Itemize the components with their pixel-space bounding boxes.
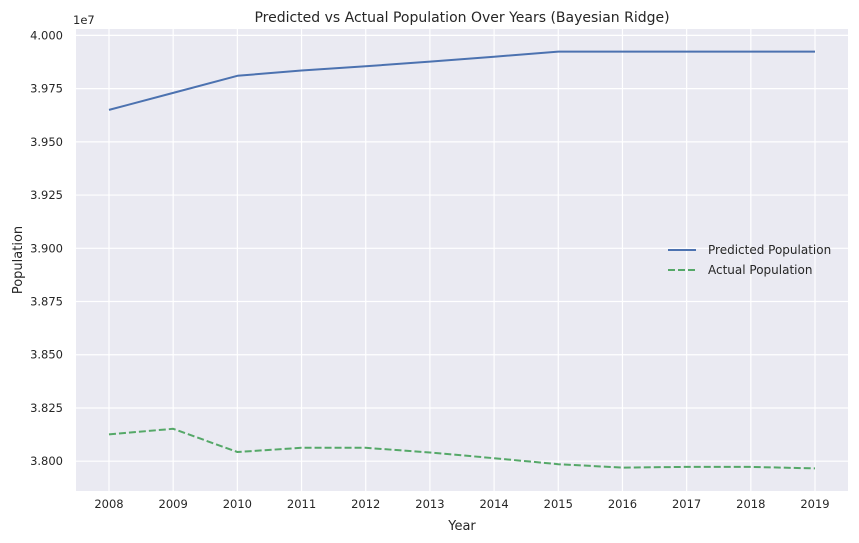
x-tick-label: 2017 (672, 497, 701, 511)
y-tick-label: 3.975 (30, 82, 63, 96)
x-tick-label: 2009 (159, 497, 188, 511)
y-tick-label: 3.875 (30, 295, 63, 309)
y-offset-base: 1e7 (73, 13, 95, 27)
x-tick-label: 2018 (736, 497, 765, 511)
plot-area (76, 29, 848, 491)
y-tick-label: 3.850 (30, 348, 63, 362)
legend-label: Predicted Population (708, 243, 831, 257)
x-tick-label: 2014 (479, 497, 508, 511)
x-axis-label: Year (447, 519, 476, 534)
x-tick-label: 2019 (800, 497, 829, 511)
x-tick-label: 2008 (94, 497, 123, 511)
x-tick-label: 2011 (287, 497, 316, 511)
y-axis-label: Population (11, 226, 26, 294)
legend: Predicted Population Actual Population (668, 243, 831, 277)
x-axis-ticks: 2008 2009 2010 2011 2012 2013 2014 2015 2016 2017… (94, 497, 829, 511)
series-line (108, 427, 816, 470)
grid (76, 29, 848, 491)
y-offset-label: 1e7 (73, 13, 95, 27)
chart-title: Predicted vs Actual Population Over Year… (254, 10, 669, 26)
x-tick-label: 2016 (608, 497, 637, 511)
x-tick-label: 2010 (223, 497, 252, 511)
y-tick-label: 3.950 (30, 135, 63, 149)
x-tick-label: 2013 (415, 497, 444, 511)
y-tick-label: 3.800 (30, 454, 63, 468)
series-layer (108, 50, 816, 470)
y-axis-ticks: 3.800 3.825 3.850 3.875 3.900 3.925 3.950 3.975… (30, 28, 63, 468)
legend-label: Actual Population (708, 263, 812, 277)
y-tick-label: 3.825 (30, 401, 63, 415)
y-tick-label: 4.000 (30, 28, 63, 42)
y-tick-label: 3.900 (30, 241, 63, 255)
x-tick-label: 2012 (351, 497, 380, 511)
series-line (108, 50, 815, 111)
y-tick-label: 3.925 (30, 188, 63, 202)
x-tick-label: 2015 (544, 497, 573, 511)
